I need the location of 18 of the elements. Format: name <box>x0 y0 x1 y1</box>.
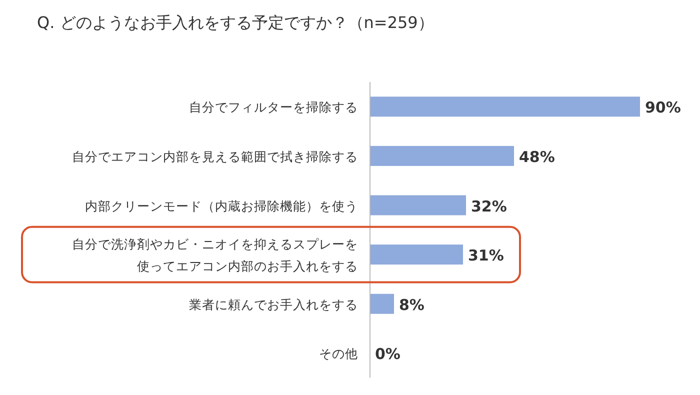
y-tick-label: 自分で洗浄剤やカビ・ニオイを抑えるスプレーを使ってエアコン内部のお手入れをする <box>72 236 358 274</box>
data-label: 31% <box>468 246 504 265</box>
data-label: 8% <box>399 296 424 314</box>
y-tick-label: 業者に頼んでお手入れをする <box>189 296 358 312</box>
bar <box>370 195 466 216</box>
data-label: 90% <box>645 98 681 117</box>
y-tick-label: その他 <box>319 346 358 362</box>
bar <box>370 244 463 265</box>
bar <box>370 294 394 314</box>
text: Q. どのようなお手入れをする予定ですか？（n=259） <box>37 13 434 32</box>
y-tick-label: 自分でフィルターを掃除する <box>189 100 358 115</box>
data-label: 32% <box>471 197 507 216</box>
data-label: 48% <box>519 148 555 166</box>
data-label: 0% <box>375 345 400 364</box>
bar <box>370 146 514 166</box>
y-tick-label: 内部クリーンモード（内蔵お掃除機能）を使う <box>85 198 358 214</box>
bar <box>370 96 640 117</box>
y-tick-label: 自分でエアコン内部を見える範囲で拭き掃除する <box>72 148 358 164</box>
